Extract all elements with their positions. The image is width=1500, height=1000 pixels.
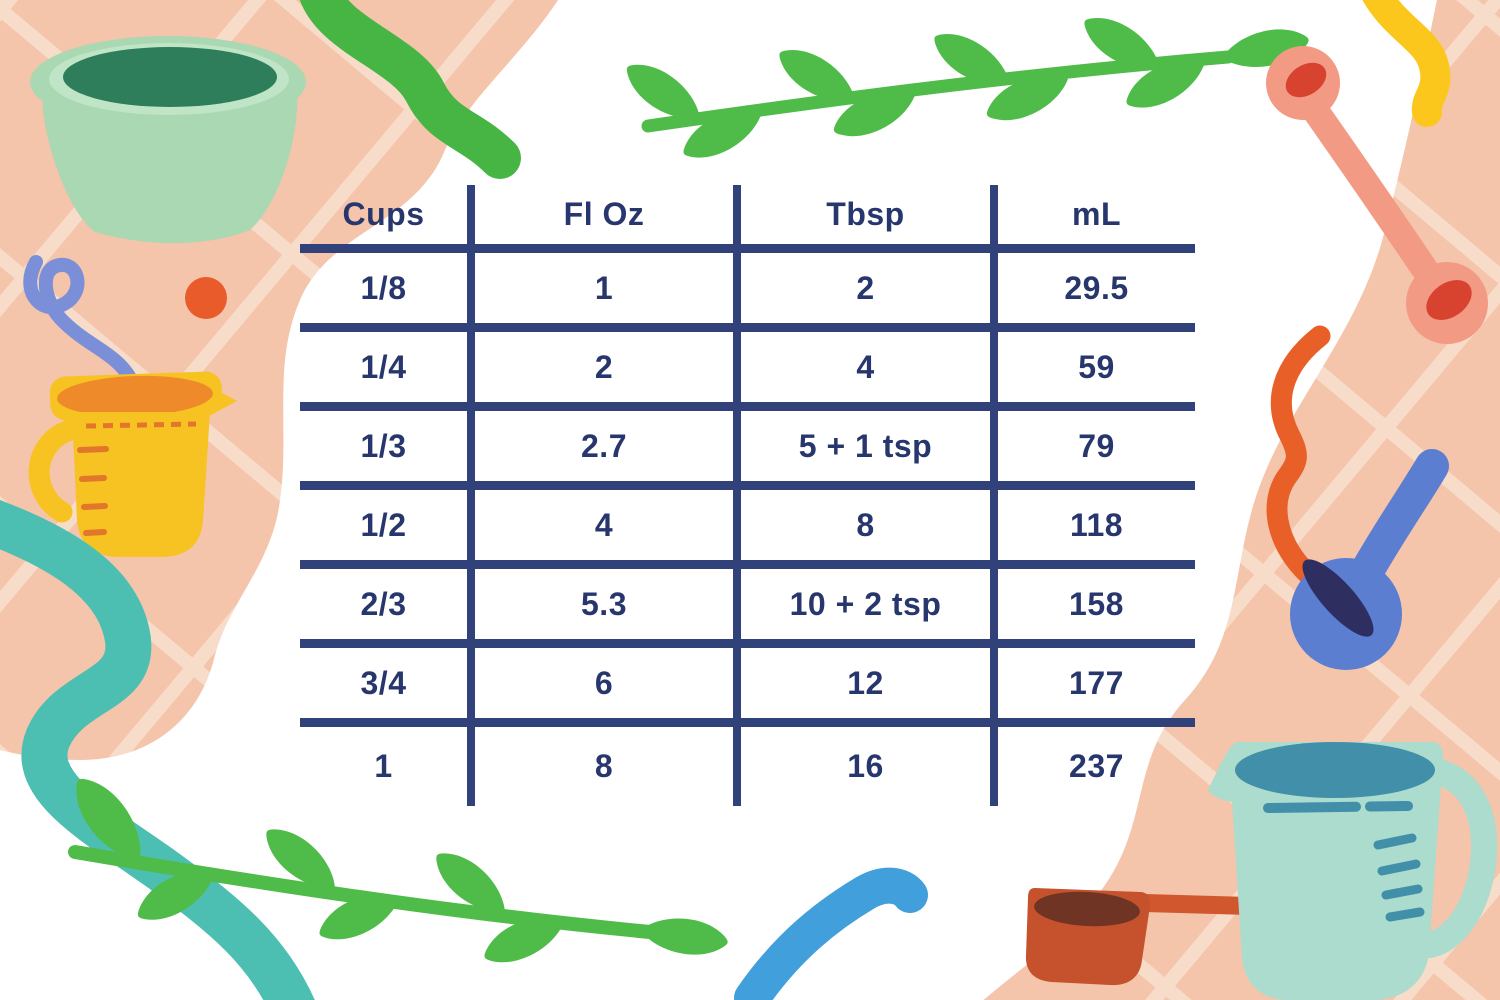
table-cell: 3/4: [300, 648, 467, 727]
teal-squiggle: [0, 499, 315, 1000]
table-cell: 2: [733, 253, 990, 332]
table-cell: 16: [733, 727, 990, 806]
table-cell: 158: [990, 569, 1195, 648]
table-cell: 1/2: [300, 490, 467, 569]
header-cell-ml: mL: [990, 185, 1195, 253]
table-cell: 1: [374, 748, 393, 784]
table-cell: 5.3: [467, 569, 733, 648]
table-cell: 237: [990, 727, 1195, 806]
table-cell: 4: [733, 332, 990, 411]
orange-brace-squiggle: [1266, 325, 1331, 585]
header-cell-tbsp: Tbsp: [733, 185, 990, 253]
table-cell: 4: [467, 490, 733, 569]
table-cell: 1/3: [300, 411, 467, 490]
table-cell: 8: [467, 727, 733, 806]
table-cell: 2: [467, 332, 733, 411]
blue-measuring-scoop: [1290, 449, 1449, 670]
table-cell: 2/3: [300, 569, 467, 648]
mixing-bowl-illustration: [30, 36, 306, 244]
table-cell: 29.5: [990, 253, 1195, 332]
leaf-sprig-top: [617, 6, 1313, 169]
table-cell: 59: [990, 332, 1195, 411]
yellow-squiggle: [1362, 0, 1451, 127]
table-cell: 1/4: [300, 332, 467, 411]
leaf-sprig-bottom: [62, 767, 731, 974]
table-cell: 2.7: [467, 411, 733, 490]
table-cell: 5 + 1 tsp: [733, 411, 990, 490]
header-cell-cups: Cups: [300, 185, 467, 253]
yellow-measuring-cup: [28, 371, 237, 557]
table-cell: 177: [990, 648, 1195, 727]
table-cell: 1: [467, 253, 733, 332]
green-ribbon-squiggle: [300, 0, 521, 179]
periwinkle-curl-squiggle: [23, 255, 137, 385]
sky-blue-stroke: [734, 867, 928, 1000]
table-cell: 6: [467, 648, 733, 727]
table-cell: 12: [733, 648, 990, 727]
table-cell: 10 + 2 tsp: [733, 569, 990, 648]
table-cell: 8: [733, 490, 990, 569]
header-cell-fl-oz: Fl Oz: [467, 185, 733, 253]
teal-measuring-pitcher: [1208, 742, 1498, 1000]
table-cell: 118: [990, 490, 1195, 569]
conversion-table: Cups Fl Oz Tbsp mL 1/8 1 2 29.5 1/4 2 4 …: [300, 185, 1195, 806]
table-cell: 79: [990, 411, 1195, 490]
pink-measuring-spoon: [1266, 46, 1488, 344]
orange-dot: [185, 277, 227, 319]
table-cell: 1/8: [300, 253, 467, 332]
